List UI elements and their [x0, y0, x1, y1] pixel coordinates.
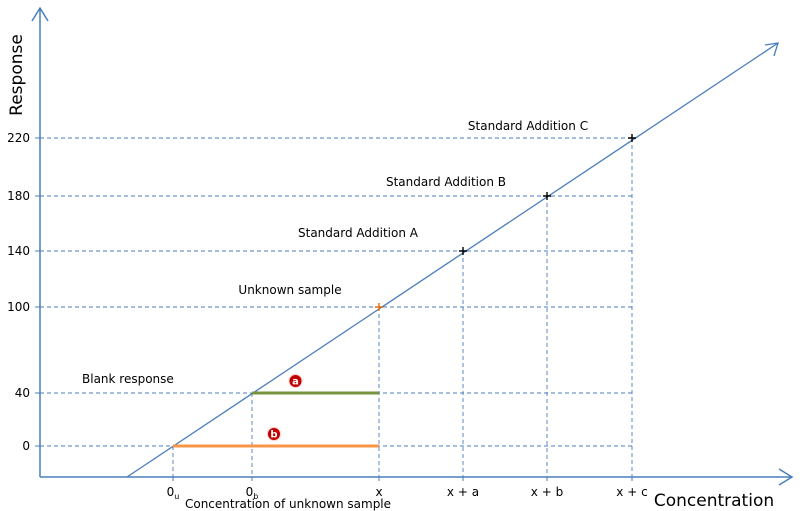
x-tick-label-2: x [375, 485, 382, 499]
data-point-2 [543, 192, 551, 200]
x-tick-main-2: x [375, 485, 382, 499]
blank-response-label: Blank response [82, 372, 174, 386]
segment-badge-a [288, 374, 303, 388]
segment-badge-label-b: b [270, 430, 277, 441]
chart-marks: ab [173, 134, 636, 448]
y-tick-label-140: 140 [7, 244, 30, 258]
x-tick-sub-1: b [253, 492, 258, 501]
y-axis-title: Response [7, 34, 27, 116]
point-label-2: Standard Addition B [386, 175, 506, 189]
x-tick-label-3: x + a [447, 485, 479, 499]
x-tick-label-5: x + c [616, 485, 647, 499]
segment-badge-b [267, 427, 281, 441]
data-point-1 [459, 247, 467, 255]
x-axis-title: Concentration [654, 491, 774, 511]
y-axis-arrow [31, 6, 49, 22]
x-tick-main-0: 0 [167, 485, 175, 499]
calibration-line-segment [126, 42, 779, 478]
x-tick-label-0: 0u [167, 485, 180, 501]
point-label-3: Standard Addition C [468, 119, 588, 133]
chart-labels: Unknown sample Standard Addition A Standar… [82, 119, 588, 511]
y-tick-label-40: 40 [15, 386, 30, 400]
concentration-unknown-label: Concentration of unknown sample [185, 497, 391, 511]
x-tick-main-3: x + a [447, 485, 479, 499]
guide-lines [40, 137, 633, 477]
x-tick-main-1: 0 [246, 485, 254, 499]
x-tick-label-1: 0b [246, 485, 259, 501]
calibration-line [126, 42, 779, 478]
x-axis-arrow [778, 468, 794, 486]
x-tick-main-4: x + b [531, 485, 563, 499]
calibration-line-arrow [764, 42, 779, 57]
point-label-1: Standard Addition A [298, 226, 419, 240]
y-tick-label-180: 180 [7, 189, 30, 203]
y-tick-label-220: 220 [7, 131, 30, 145]
y-tick-label-0: 0 [22, 439, 30, 453]
point-label-0: Unknown sample [238, 283, 341, 297]
x-tick-label-4: x + b [531, 485, 563, 499]
data-point-0 [375, 303, 383, 311]
x-tick-sub-0: u [174, 492, 179, 501]
y-tick-label-100: 100 [7, 300, 30, 314]
data-point-3 [628, 134, 636, 142]
segment-badge-label-a: a [292, 377, 299, 388]
x-tick-main-5: x + c [616, 485, 647, 499]
